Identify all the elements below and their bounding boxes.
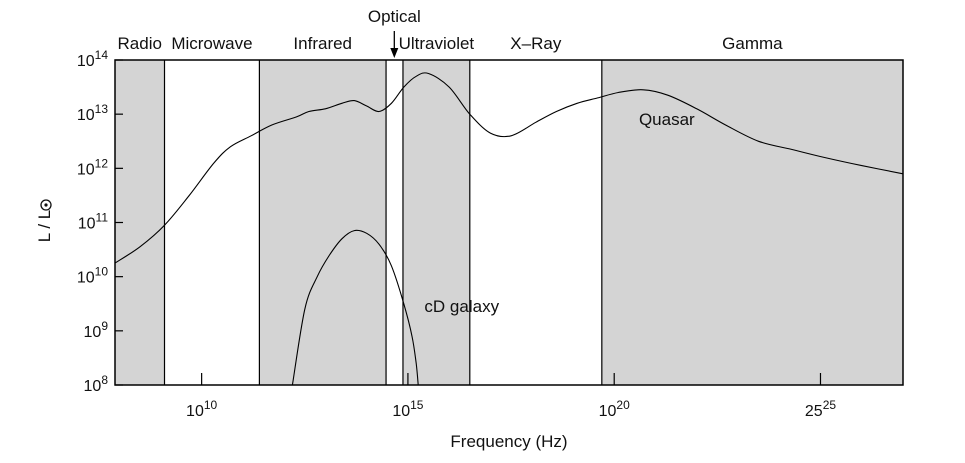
annotations: Quasar cD galaxy Optical [368, 7, 695, 316]
band-region-0 [115, 60, 165, 385]
band-region-1 [164, 60, 260, 385]
x-tick-label-2: 1020 [599, 398, 630, 420]
band-region-6 [601, 60, 903, 385]
band-region-3 [386, 60, 403, 385]
optical-label: Optical [368, 7, 421, 26]
y-tick-label-5: 1013 [77, 102, 108, 124]
band-region-4 [402, 60, 470, 385]
y-tick-label-1: 109 [84, 319, 109, 341]
band-label-6: Gamma [722, 34, 783, 53]
x-tick-label-0: 1010 [186, 398, 217, 420]
y-axis-label-group: L / L [35, 199, 54, 242]
y-tick-label-3: 1011 [78, 211, 109, 233]
series-line-1 [291, 229, 419, 386]
x-tick-label-3: 2525 [805, 398, 836, 420]
y-tick-label-4: 1012 [77, 156, 108, 178]
y-tick-label-6: 1014 [77, 48, 108, 70]
y-tick-label-0: 108 [84, 373, 109, 395]
annotation-1: cD galaxy [424, 297, 499, 316]
band-label-0: Radio [118, 34, 162, 53]
y-tick-label-2: 1010 [77, 265, 108, 287]
x-tick-label-1: 1015 [392, 398, 423, 420]
band-region-5 [469, 60, 602, 385]
optical-arrow-head [390, 48, 399, 58]
x-axis-label: Frequency (Hz) [450, 432, 567, 451]
band-label-4: Ultraviolet [399, 34, 475, 53]
annotation-0: Quasar [639, 110, 695, 129]
band-label-1: Microwave [171, 34, 252, 53]
series-lines [114, 72, 904, 386]
series-line-0 [114, 72, 904, 264]
sun-symbol-icon [40, 199, 52, 211]
y-axis-label: L / L [35, 210, 54, 242]
band-label-5: X–Ray [510, 34, 562, 53]
band-label-2: Infrared [293, 34, 352, 53]
x-axis: 1010 1015 1020 2525 [186, 373, 836, 420]
band-regions: Radio Microwave Infrared Ultraviolet X–Ray Ga… [115, 34, 903, 385]
band-region-2 [259, 60, 387, 385]
